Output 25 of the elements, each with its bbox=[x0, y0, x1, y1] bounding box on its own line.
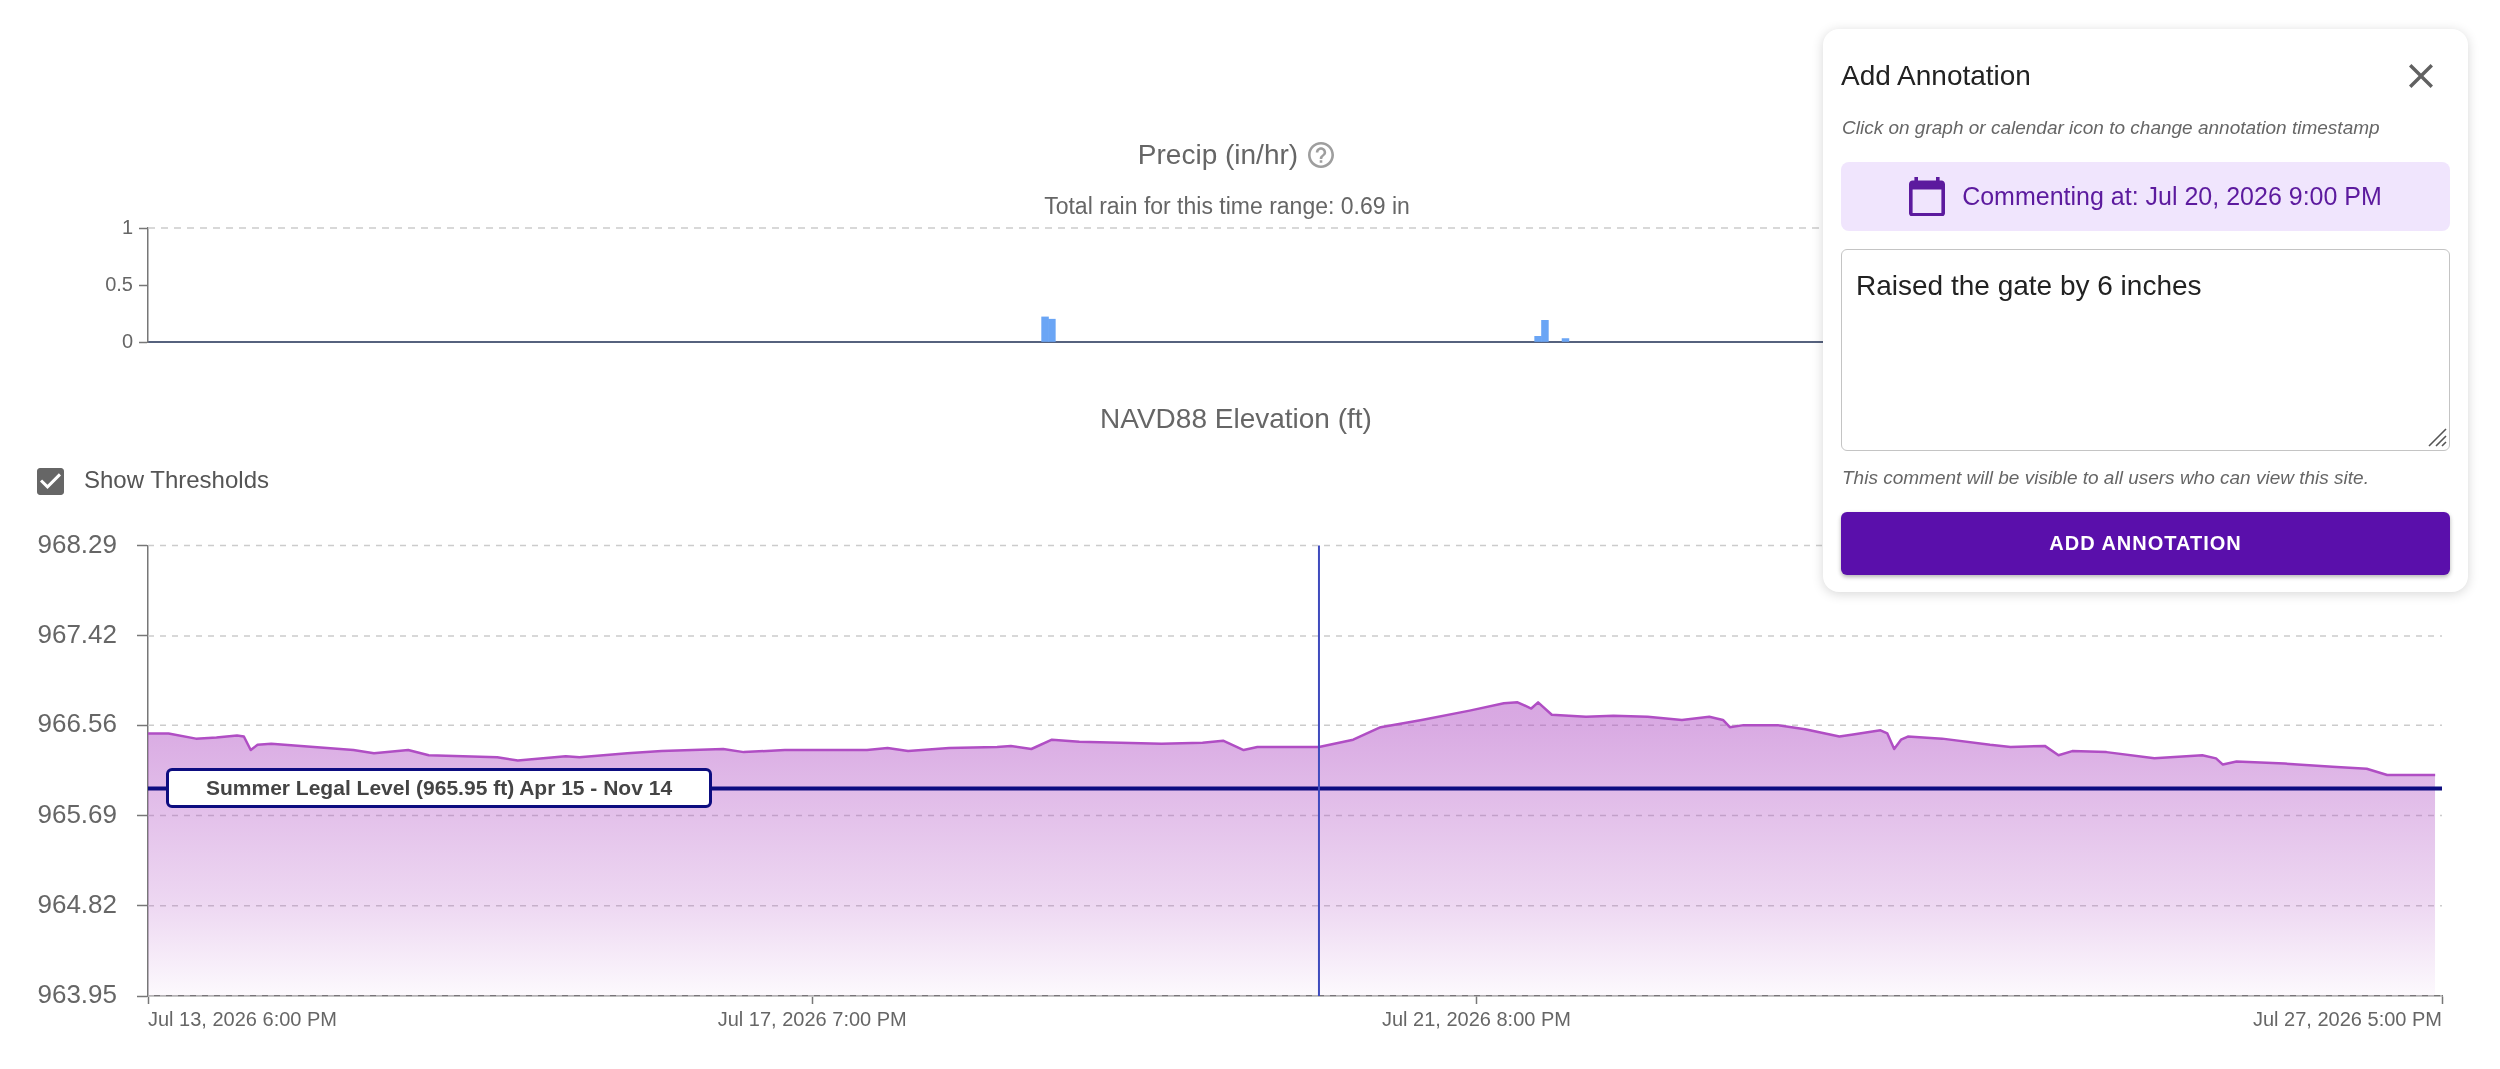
x-tick-label: Jul 27, 2026 5:00 PM bbox=[2252, 1007, 2442, 1030]
dialog-panel: Add Annotation Click on graph or calendar icon to change annotation timestamp Commenting at: Jul 20, 2026 9:00 PM Raised the gate by 6 inches This comment will be visible to all users who can view this site. ADD ANNOTATION bbox=[1823, 29, 2468, 592]
chart-subtitle: Total rain for this time range: 0.69 in bbox=[1044, 193, 1410, 219]
text: Show Thresholds bbox=[84, 466, 269, 494]
y-tick-label: 964.82 bbox=[37, 888, 117, 919]
ref-line-label: Summer Legal Level (965.95 ft) Apr 15 - Nov 14 bbox=[206, 775, 673, 802]
y-tick-label: 0 bbox=[121, 329, 133, 352]
y-tick-label: 963.95 bbox=[37, 979, 117, 1010]
annotation: Raised the gate by 6 inches bbox=[1856, 269, 2202, 303]
timestamp-box: Commenting at: Jul 20, 2026 9:00 PM bbox=[1841, 162, 2450, 231]
chart-title: NAVD88 Elevation (ft) bbox=[1100, 402, 1372, 436]
button: ADD ANNOTATION bbox=[1841, 512, 2450, 575]
y-tick-label: 1 bbox=[121, 215, 133, 238]
y-tick-label: 965.69 bbox=[37, 798, 117, 829]
y-tick-label: 966.56 bbox=[37, 708, 117, 739]
y-tick-label: 967.42 bbox=[37, 619, 117, 650]
x-tick-label: Jul 13, 2026 6:00 PM bbox=[148, 1007, 338, 1030]
y-tick-label: 0.5 bbox=[105, 272, 133, 295]
x-tick-label: Jul 17, 2026 7:00 PM bbox=[717, 1007, 907, 1030]
x-tick-label: Jul 21, 2026 8:00 PM bbox=[1381, 1007, 1571, 1030]
bar bbox=[1561, 338, 1570, 342]
annotation: ADD ANNOTATION bbox=[2049, 532, 2242, 555]
text-field: Raised the gate by 6 inches bbox=[1841, 249, 2450, 451]
y-tick-label: 968.29 bbox=[37, 528, 117, 559]
chart-title: Precip (in/hr) bbox=[1137, 138, 1299, 172]
